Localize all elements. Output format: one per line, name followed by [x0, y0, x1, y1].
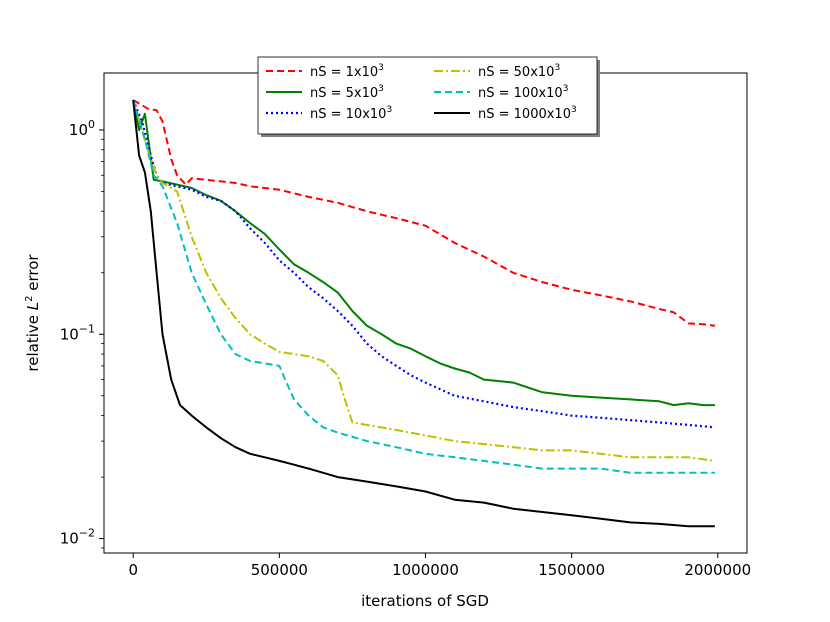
legend-label-0: nS = 1x103 [310, 63, 384, 80]
y-axis-label: relative L2 error [24, 254, 42, 372]
legend-label-4: nS = 100x103 [478, 84, 568, 101]
plot-frame [103, 72, 748, 554]
y-axis: 100 10−1 10−2 [60, 118, 104, 549]
series-layer [132, 99, 716, 528]
x-tick-label: 2000000 [684, 561, 751, 579]
series-line-0 [132, 99, 716, 327]
x-tick-label: 0 [128, 561, 138, 579]
series-line-1 [132, 99, 715, 407]
series-line-2 [132, 99, 716, 429]
y-tick-label: 10−2 [60, 527, 95, 548]
series-line-5 [132, 99, 715, 528]
legend-label-3: nS = 50x103 [478, 63, 560, 80]
x-tick-label: 1000000 [392, 561, 459, 579]
legend-label-5: nS = 1000x103 [478, 105, 577, 122]
y-tick-label: 10−1 [60, 322, 95, 343]
legend-box [257, 56, 598, 135]
x-axis: 0 500000 1000000 1500000 2000000 [128, 553, 751, 579]
x-axis-label: iterations of SGD [361, 592, 489, 610]
y-tick-label: 100 [69, 118, 95, 139]
x-tick-label: 1500000 [538, 561, 605, 579]
series-line-3 [132, 99, 716, 462]
series-line-4 [132, 99, 715, 474]
x-tick-label: 500000 [251, 561, 308, 579]
legend: nS = 1x103 nS = 5x103 nS = 10x103 nS = 50x1… [257, 56, 600, 137]
legend-label-1: nS = 5x103 [310, 84, 384, 101]
legend-label-2: nS = 10x103 [310, 105, 392, 122]
